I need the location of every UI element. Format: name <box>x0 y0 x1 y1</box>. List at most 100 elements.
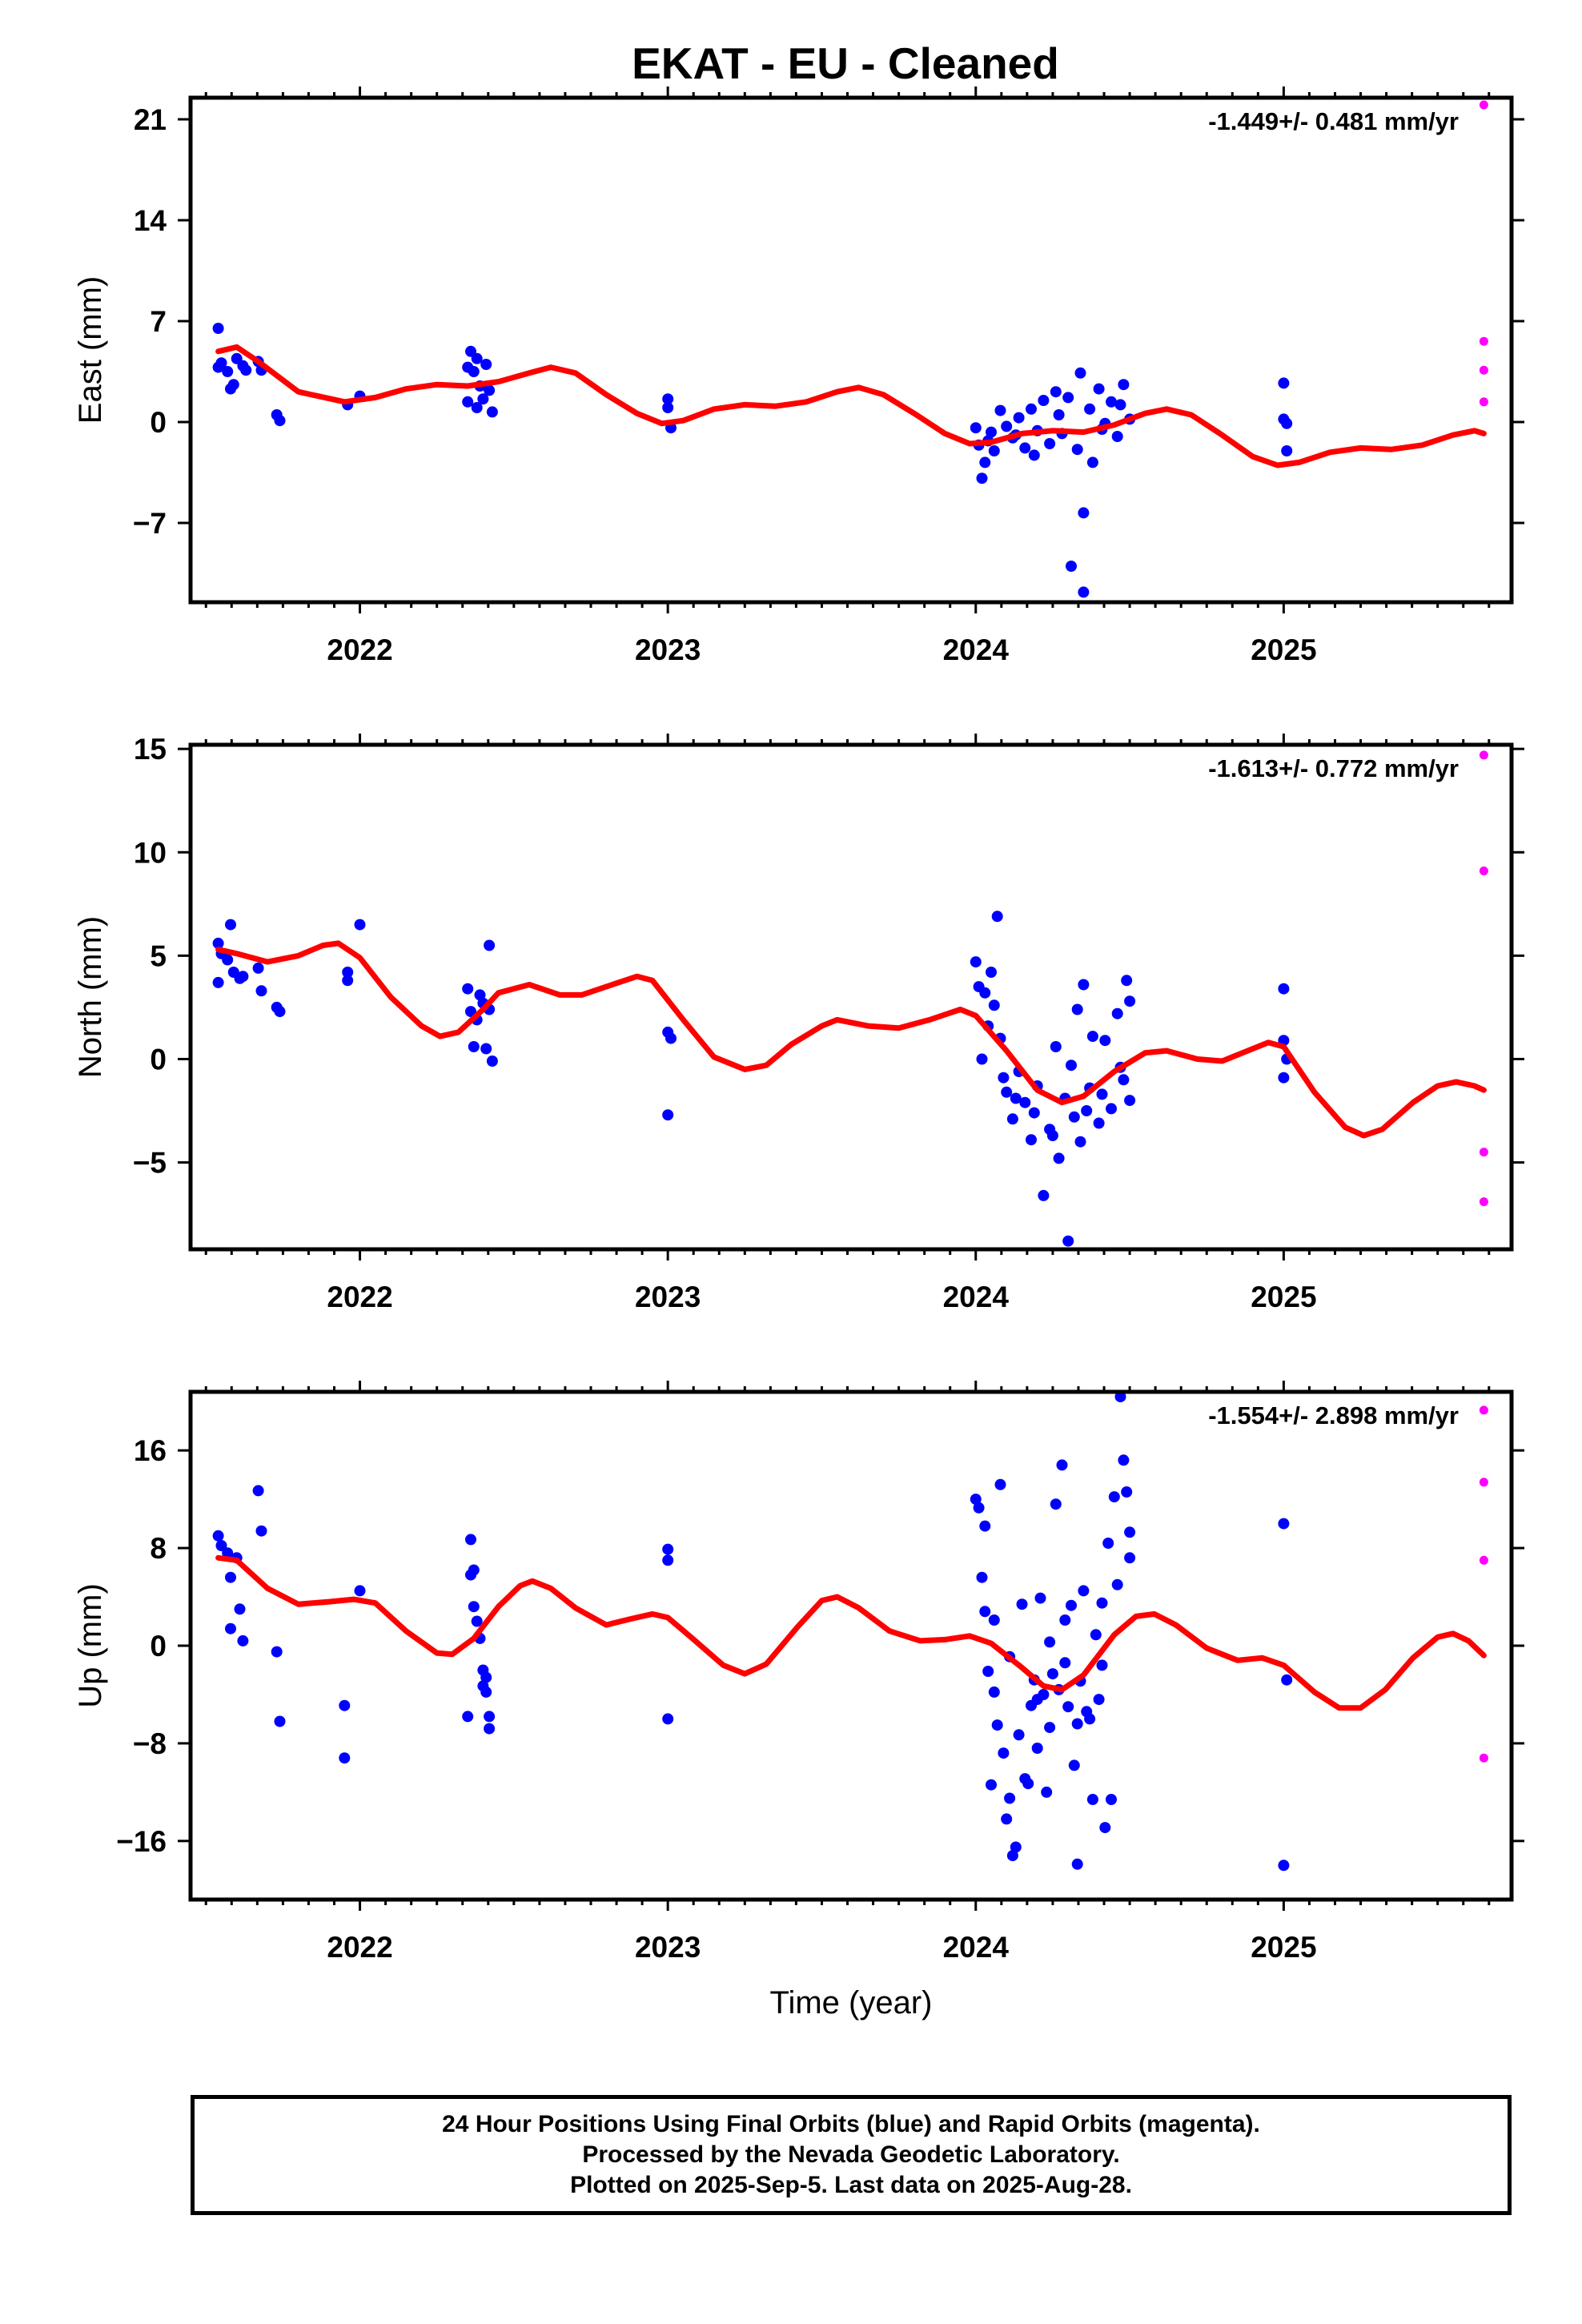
up-y-tick-label: 0 <box>150 1630 167 1663</box>
east-final-point <box>994 404 1006 416</box>
up-final-point <box>986 1779 997 1791</box>
north-final-point <box>1121 975 1133 987</box>
up-final-point <box>471 1615 483 1627</box>
up-final-point <box>994 1478 1006 1490</box>
east-final-point <box>477 393 489 405</box>
north-final-point <box>1086 1031 1098 1043</box>
east-rapid-point <box>1479 365 1488 375</box>
east-final-point <box>1278 377 1290 389</box>
north-final-point <box>1106 1103 1117 1115</box>
east-final-point <box>988 445 1000 456</box>
up-final-point <box>484 1711 496 1723</box>
up-panel: −16 −8 0 8 16 2022 2023 2024 2025 Up (mm) Time (ye… <box>73 1381 1524 2020</box>
east-final-point <box>1062 392 1074 404</box>
east-final-point <box>1118 379 1130 391</box>
east-final-point <box>227 379 239 391</box>
up-y-tick-label: 8 <box>150 1532 167 1565</box>
up-final-point <box>1046 1668 1058 1680</box>
up-final-point <box>222 1547 234 1559</box>
up-final-point <box>1114 1392 1126 1403</box>
up-final-point <box>274 1715 286 1727</box>
up-final-point <box>225 1622 236 1634</box>
east-final-point <box>1074 367 1086 379</box>
north-final-point <box>988 999 1000 1011</box>
east-final-point <box>976 472 988 485</box>
up-frame <box>188 1389 1514 1902</box>
up-y-tick-label: 16 <box>134 1434 167 1467</box>
north-x-tick-label: 2022 <box>327 1281 392 1313</box>
east-final-point <box>480 359 492 370</box>
chart-title: EKAT - EU - Cleaned <box>632 38 1059 88</box>
east-final-point <box>462 396 474 408</box>
north-frame <box>188 742 1514 1252</box>
east-rapid-point <box>1479 397 1488 407</box>
up-rapid-point <box>1479 1753 1488 1763</box>
east-final-point <box>1084 403 1096 415</box>
north-final-point <box>991 911 1003 923</box>
up-final-point <box>1124 1552 1136 1564</box>
up-final-point <box>1004 1792 1016 1804</box>
up-final-point <box>1010 1841 1022 1853</box>
east-rapid-point <box>1479 336 1488 346</box>
north-final-point <box>484 939 496 951</box>
up-y-tick-label: −8 <box>133 1727 167 1760</box>
east-final-point <box>662 393 674 405</box>
north-final-point <box>1111 1007 1123 1019</box>
east-final-point <box>1114 399 1126 411</box>
up-rapid-point <box>1479 1478 1488 1487</box>
up-final-point <box>225 1571 236 1583</box>
north-final-point <box>462 983 474 995</box>
north-final-point <box>1278 1072 1290 1084</box>
east-y-tick-label: 14 <box>134 204 167 237</box>
up-final-point <box>1096 1659 1108 1671</box>
east-final-point <box>240 364 252 376</box>
up-final-point <box>991 1719 1003 1731</box>
up-final-point <box>1059 1614 1071 1626</box>
up-final-point <box>1278 1860 1290 1872</box>
east-final-point <box>1281 417 1293 429</box>
north-final-point <box>252 962 264 974</box>
up-final-point <box>1013 1729 1025 1741</box>
up-final-point <box>465 1569 476 1581</box>
up-fit-line <box>215 1554 1487 1711</box>
north-final-point <box>274 1006 286 1018</box>
north-final-point <box>354 919 366 931</box>
up-x-tick-label: 2023 <box>635 1931 701 1964</box>
north-rapid-point <box>1479 1148 1488 1157</box>
north-rapid-point <box>1479 750 1488 760</box>
east-final-point <box>1106 396 1117 408</box>
north-y-tick-label: 10 <box>134 836 167 869</box>
north-final-point <box>1053 1152 1065 1164</box>
east-final-point <box>1028 449 1040 461</box>
footer-box: 24 Hour Positions Using Final Orbits (bl… <box>191 2095 1512 2215</box>
east-final-point <box>1001 420 1013 432</box>
east-final-point <box>274 415 286 427</box>
east-final-point <box>970 422 982 434</box>
up-final-point <box>1093 1694 1105 1706</box>
up-final-point <box>1006 1850 1018 1862</box>
up-final-point <box>462 1711 474 1723</box>
north-final-point <box>1093 1117 1105 1129</box>
up-final-point <box>1066 1599 1077 1611</box>
north-final-point <box>1078 979 1090 991</box>
north-final-point <box>465 1006 476 1018</box>
up-final-point <box>662 1554 674 1566</box>
north-final-point <box>1096 1088 1108 1100</box>
up-final-point <box>1096 1597 1108 1609</box>
east-final-point <box>468 366 480 377</box>
east-final-point <box>484 384 496 396</box>
north-final-point <box>1068 1111 1080 1123</box>
east-y-tick-label: −7 <box>133 507 167 540</box>
up-final-point <box>988 1686 1000 1698</box>
east-y-tick-label: 7 <box>150 305 167 338</box>
north-final-point <box>1071 1003 1083 1015</box>
north-rapid-point <box>1479 866 1488 875</box>
north-y-tick-label: −5 <box>133 1147 167 1180</box>
up-final-point <box>1001 1813 1013 1825</box>
up-final-point <box>1111 1578 1123 1590</box>
east-y-axis-label: East (mm) <box>73 276 108 424</box>
up-final-point <box>237 1634 249 1647</box>
north-final-point <box>1010 1092 1022 1104</box>
up-final-point <box>998 1747 1010 1759</box>
